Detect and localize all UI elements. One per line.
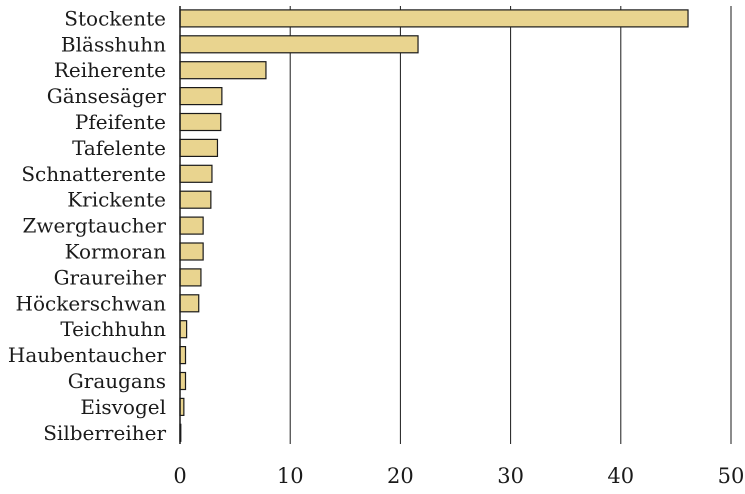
category-label: Schnatterente [21, 162, 166, 186]
bar-zwergtaucher [179, 216, 204, 235]
category-label: Tafelente [72, 136, 166, 160]
x-tick-label-0: 0 [173, 464, 186, 488]
bar-gänsesäger [179, 86, 223, 106]
grid-lines [289, 6, 732, 444]
bar-höckerschwan [179, 294, 200, 313]
x-tick-label-50: 50 [718, 464, 745, 488]
bar-blässhuhn [179, 35, 419, 54]
x-tick-label-30: 30 [497, 464, 524, 488]
bar-reiherente [179, 61, 267, 80]
category-label: Krickente [67, 188, 166, 212]
bar-krickente [179, 190, 212, 209]
bar-tafelente [179, 138, 219, 157]
bar-pfeifente [179, 112, 222, 132]
category-label: Stockente [64, 6, 166, 30]
bar-schnatterente [179, 164, 213, 183]
category-label: Höckerschwan [16, 291, 167, 315]
category-label: Pfeifente [75, 110, 166, 134]
category-label: Eisvogel [80, 395, 166, 419]
bar-haubentaucher [179, 346, 187, 365]
category-label: Blässhuhn [61, 32, 166, 56]
category-label: Reiherente [54, 58, 166, 82]
category-label: Teichhuhn [60, 317, 166, 341]
bar-kormoran [179, 242, 204, 261]
bar-stockente [179, 9, 689, 28]
bar-teichhuhn [179, 320, 188, 339]
category-labels: StockenteBlässhuhnReiherenteGänsesägerPf… [8, 6, 167, 444]
category-label: Zwergtaucher [22, 214, 166, 238]
x-tick-label-10: 10 [277, 464, 304, 488]
category-label: Graugans [68, 369, 166, 393]
x-tick-labels: 0 10 20 30 40 50 [173, 464, 744, 488]
category-label: Graureiher [54, 265, 167, 289]
bars [179, 9, 689, 442]
category-label: Gänsesäger [47, 84, 167, 108]
category-label: Haubentaucher [8, 343, 167, 367]
bar-graugans [179, 371, 187, 391]
category-label: Silberreiher [43, 421, 166, 445]
category-label: Kormoran [65, 240, 166, 264]
x-tick-label-40: 40 [607, 464, 634, 488]
bar-graureiher [179, 268, 202, 287]
x-tick-label-20: 20 [387, 464, 414, 488]
